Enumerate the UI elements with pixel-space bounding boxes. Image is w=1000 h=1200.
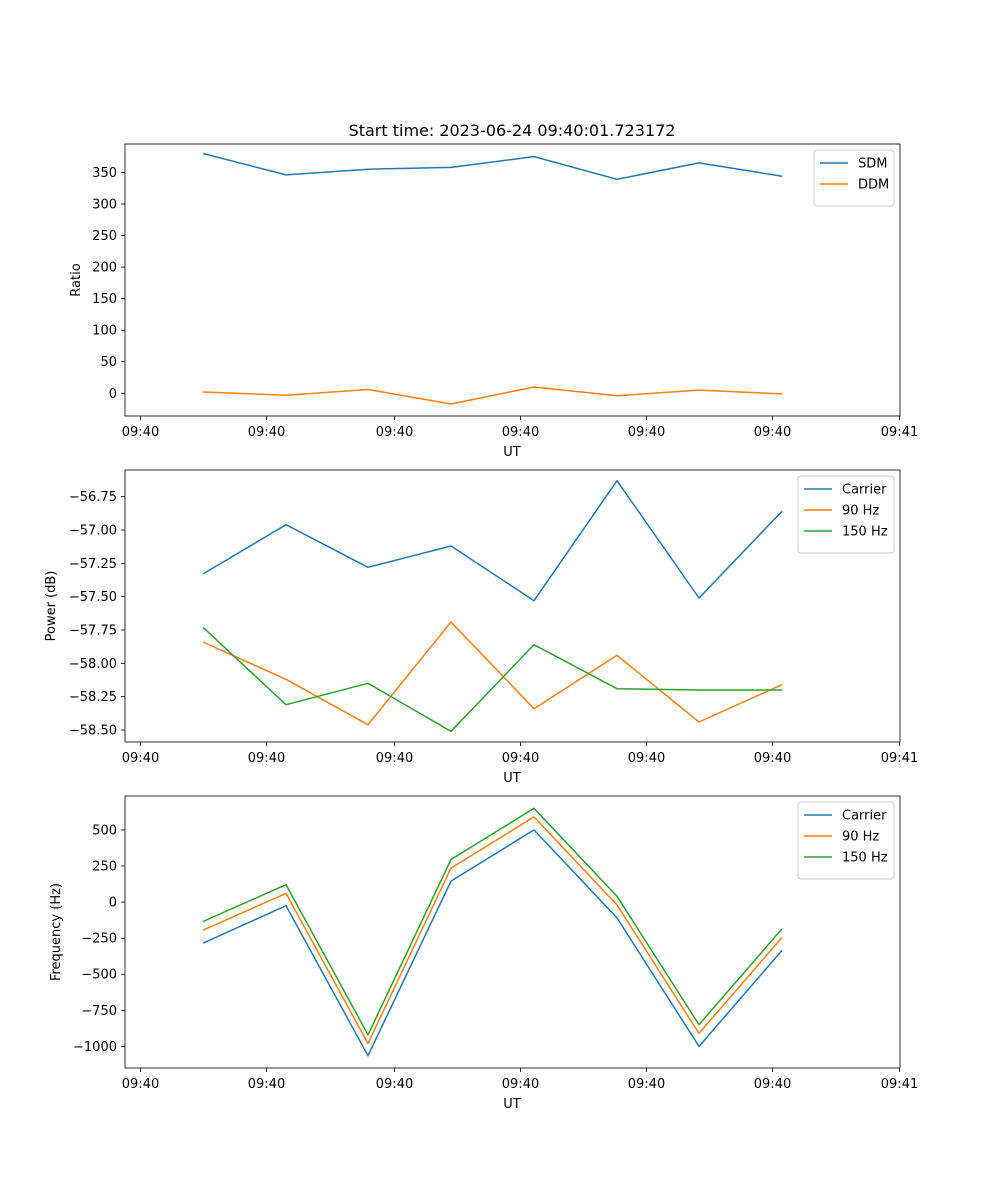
x-tick-label: 09:40 xyxy=(376,1077,413,1092)
power-subplot: 09:40 09:40 09:40 09:40 09:40 09:40 09:41 UT −56… xyxy=(44,469,918,786)
ratio-subplot: 09:40 09:40 09:40 09:40 09:40 09:40 09:41 UT 0 50… xyxy=(69,143,918,460)
y-tick-label: −750 xyxy=(81,1004,117,1019)
y-tick-label: 250 xyxy=(92,859,117,874)
y-tick-label: −57.25 xyxy=(69,557,117,572)
y-axis-label: Ratio xyxy=(69,263,84,296)
axes-frame xyxy=(124,143,901,417)
legend: Carrier 90 Hz 150 Hz xyxy=(797,475,895,554)
legend-label: Carrier xyxy=(842,809,887,824)
y-tick-label: 350 xyxy=(92,166,117,181)
x-tick-label: 09:40 xyxy=(754,1077,791,1092)
x-tick-label: 09:40 xyxy=(248,425,285,440)
x-tick-label: 09:40 xyxy=(122,1077,159,1092)
y-tick-label: −57.75 xyxy=(69,624,117,639)
legend-label: Carrier xyxy=(842,483,887,498)
y-axis-label: Frequency (Hz) xyxy=(49,883,64,981)
legend-label: 90 Hz xyxy=(842,830,879,845)
legend: Carrier 90 Hz 150 Hz xyxy=(797,801,895,880)
x-tick-label: 09:40 xyxy=(122,425,159,440)
y-tick-label: 150 xyxy=(92,292,117,307)
series-line-90-hz xyxy=(202,816,783,1045)
y-tick-label: 0 xyxy=(109,387,117,402)
x-tick-label: 09:40 xyxy=(376,751,413,766)
x-tick-label: 09:40 xyxy=(122,751,159,766)
legend-label: 90 Hz xyxy=(842,504,879,519)
y-tick-label: −58.50 xyxy=(69,724,117,739)
axes-frame xyxy=(124,795,901,1069)
y-tick-label: 300 xyxy=(92,197,117,212)
x-axis-label: UT xyxy=(503,445,521,460)
series-line-90-hz xyxy=(202,621,783,726)
x-axis-label: UT xyxy=(503,1097,521,1112)
series-line-ddm xyxy=(202,386,783,405)
legend-label: 150 Hz xyxy=(842,851,888,866)
y-tick-label: −57.50 xyxy=(69,590,117,605)
x-tick-label: 09:40 xyxy=(248,751,285,766)
series-line-150-hz xyxy=(202,626,782,733)
y-tick-label: 0 xyxy=(109,896,117,911)
legend-label: DDM xyxy=(858,178,889,193)
y-tick-label: −58.25 xyxy=(69,690,117,705)
axes-frame xyxy=(124,469,901,743)
y-tick-label: −250 xyxy=(81,932,117,947)
series-line-carrier xyxy=(202,829,783,1057)
series-line-carrier xyxy=(202,479,783,602)
x-tick-label: 09:40 xyxy=(248,1077,285,1092)
x-tick-label: 09:40 xyxy=(628,751,665,766)
series-line-sdm xyxy=(202,152,783,181)
y-tick-label: −58.00 xyxy=(69,657,117,672)
x-tick-label: 09:40 xyxy=(376,425,413,440)
x-tick-label: 09:41 xyxy=(881,1077,918,1092)
y-tick-label: 100 xyxy=(92,324,117,339)
x-tick-label: 09:40 xyxy=(502,751,539,766)
y-axis-label: Power (dB) xyxy=(44,571,59,642)
y-tick-label: 500 xyxy=(92,823,117,838)
x-axis-label: UT xyxy=(503,771,521,786)
x-tick-label: 09:40 xyxy=(628,1077,665,1092)
legend-label: 150 Hz xyxy=(842,525,888,540)
y-tick-label: 250 xyxy=(92,229,117,244)
x-tick-label: 09:40 xyxy=(754,751,791,766)
y-tick-label: −1000 xyxy=(73,1040,117,1055)
figure-title: Start time: 2023-06-24 09:40:01.723172 xyxy=(349,121,676,140)
x-tick-label: 09:40 xyxy=(628,425,665,440)
legend-box xyxy=(797,475,895,554)
legend: SDM DDM xyxy=(813,149,895,207)
y-tick-label: −56.75 xyxy=(69,490,117,505)
x-tick-label: 09:40 xyxy=(754,425,791,440)
frequency-subplot: 09:40 09:40 09:40 09:40 09:40 09:40 09:41 UT 500… xyxy=(49,795,918,1112)
series-line-150-hz xyxy=(202,807,783,1036)
y-tick-label: 200 xyxy=(92,261,117,276)
x-tick-label: 09:41 xyxy=(881,425,918,440)
x-tick-label: 09:40 xyxy=(502,1077,539,1092)
x-tick-label: 09:41 xyxy=(881,751,918,766)
x-tick-label: 09:40 xyxy=(502,425,539,440)
legend-box xyxy=(813,149,895,207)
y-tick-label: −500 xyxy=(81,968,117,983)
legend-label: SDM xyxy=(858,157,887,172)
y-tick-label: 50 xyxy=(100,355,117,370)
legend-box xyxy=(797,801,895,880)
y-tick-label: −57.00 xyxy=(69,524,117,539)
